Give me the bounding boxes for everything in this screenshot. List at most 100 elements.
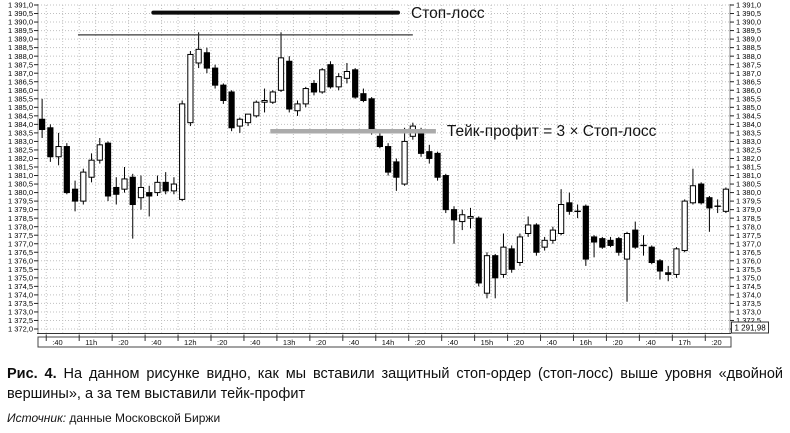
- y-tick-label-right: 1 385,0: [736, 103, 761, 112]
- y-tick-label-right: 1 381,5: [736, 163, 761, 172]
- y-tick-label-left: 1 375,5: [8, 265, 33, 274]
- candle: [549, 226, 556, 244]
- y-tick-label-right: 1 391,0: [736, 1, 761, 10]
- chart-canvas: 1 372,01 372,51 373,01 373,51 374,01 374…: [8, 1, 769, 348]
- y-tick-label-right: 1 382,5: [736, 146, 761, 155]
- candle: [154, 175, 161, 196]
- candle: [508, 245, 515, 273]
- figure-caption: Рис. 4. На данном рисунке видно, как мы …: [0, 352, 790, 404]
- time-tick-label: 11h: [85, 338, 97, 347]
- y-tick-label-right: 1 380,5: [736, 180, 761, 189]
- candle: [681, 199, 688, 253]
- candle: [393, 158, 400, 191]
- candle: [442, 173, 449, 214]
- candle: [170, 177, 178, 195]
- y-tick-label-right: 1 388,0: [736, 52, 761, 61]
- y-tick-label-right: 1 373,0: [736, 308, 761, 317]
- candle: [146, 185, 153, 217]
- candle: [228, 90, 235, 132]
- time-tick-label: :20: [612, 338, 622, 347]
- candle: [113, 177, 120, 205]
- candle: [277, 32, 285, 92]
- candle: [401, 127, 408, 186]
- y-tick-label-right: 1 379,0: [736, 205, 761, 214]
- figure-caption-text: На данном рисунке видно, как мы вставили…: [7, 366, 783, 402]
- candle: [261, 88, 268, 113]
- candle: [500, 233, 507, 278]
- candle: [343, 62, 351, 84]
- candle: [137, 175, 145, 210]
- y-tick-label-right: 1 385,5: [736, 94, 761, 103]
- time-tick-label: :20: [217, 338, 227, 347]
- y-tick-label-left: 1 372,0: [8, 325, 33, 334]
- candle: [632, 221, 639, 249]
- candle: [88, 153, 95, 183]
- y-tick-label-right: 1 377,5: [736, 231, 761, 240]
- grid: [38, 4, 730, 333]
- candle: [722, 187, 729, 214]
- candle: [698, 182, 705, 205]
- candle: [525, 216, 532, 237]
- y-tick-label-left: 1 380,5: [8, 180, 33, 189]
- candle: [310, 80, 318, 96]
- y-tick-label-right: 1 389,5: [736, 26, 761, 35]
- y-tick-label-left: 1 378,0: [8, 222, 33, 231]
- candle: [516, 233, 524, 266]
- candle: [253, 100, 260, 118]
- y-tick-label-right: 1 387,0: [736, 69, 761, 78]
- candle: [244, 113, 252, 127]
- time-tick-label: :40: [151, 338, 161, 347]
- y-tick-label-right: 1 379,5: [736, 197, 761, 206]
- candle: [426, 144, 433, 164]
- candle: [385, 143, 392, 176]
- candle: [352, 68, 359, 99]
- candle: [434, 151, 441, 181]
- candle: [541, 236, 548, 251]
- candle: [162, 172, 169, 195]
- candle: [615, 236, 622, 256]
- y-tick-label-left: 1 379,0: [8, 205, 33, 214]
- time-tick-label: :20: [514, 338, 524, 347]
- y-tick-label-left: 1 377,5: [8, 231, 33, 240]
- y-tick-label-left: 1 376,5: [8, 248, 33, 257]
- y-tick-label-left: 1 388,5: [8, 43, 33, 52]
- y-tick-label-left: 1 388,0: [8, 52, 33, 61]
- y-tick-label-right: 1 373,5: [736, 299, 761, 308]
- y-tick-label-left: 1 390,5: [8, 9, 33, 18]
- y-tick-label-left: 1 383,5: [8, 128, 33, 137]
- y-tick-label-right: 1 376,0: [736, 256, 761, 265]
- y-tick-label-left: 1 372,5: [8, 316, 33, 325]
- candle: [236, 117, 243, 133]
- candle: [714, 199, 721, 214]
- candle: [335, 73, 342, 91]
- candle: [360, 88, 367, 103]
- candle: [71, 180, 79, 212]
- candle: [286, 56, 293, 113]
- time-tick-label: :40: [52, 338, 62, 347]
- stop-loss-label: Стоп-лосс: [411, 5, 485, 22]
- candle: [599, 236, 606, 249]
- y-tick-label-right: 1 386,0: [736, 86, 761, 95]
- candles: [39, 32, 729, 302]
- candle: [467, 207, 474, 229]
- last-price-text: 1 291,98: [735, 324, 767, 333]
- candle: [39, 98, 46, 139]
- candle: [566, 192, 573, 215]
- y-tick-label-left: 1 389,5: [8, 26, 33, 35]
- candle: [640, 235, 647, 256]
- candle: [80, 168, 87, 205]
- candle: [220, 83, 227, 104]
- plot-frame: [37, 4, 731, 334]
- y-tick-label-right: 1 384,0: [736, 120, 761, 129]
- y-tick-label-right: 1 386,5: [736, 77, 761, 86]
- y-tick-label-right: 1 383,5: [736, 128, 761, 137]
- candle: [558, 189, 565, 236]
- candle: [450, 206, 458, 244]
- candle: [533, 223, 540, 256]
- y-tick-label-right: 1 376,5: [736, 248, 761, 257]
- y-tick-label-right: 1 384,5: [736, 111, 761, 120]
- candle: [47, 124, 54, 162]
- y-tick-label-left: 1 379,5: [8, 197, 33, 206]
- y-tick-label-right: 1 375,5: [736, 265, 761, 274]
- y-tick-label-right: 1 382,0: [736, 154, 761, 163]
